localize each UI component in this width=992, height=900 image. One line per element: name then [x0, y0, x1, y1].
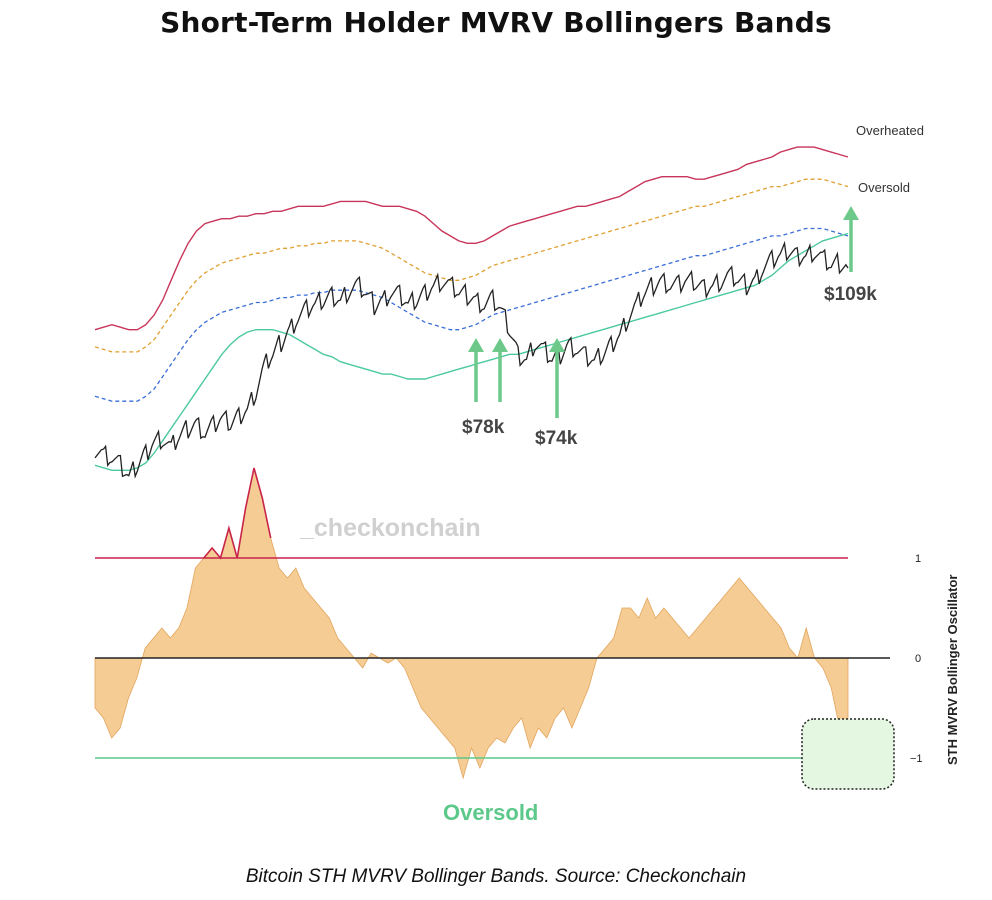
- figure-caption: Bitcoin STH MVRV Bollinger Bands. Source…: [245, 866, 747, 887]
- chart-title: Short-Term Holder MVRV Bollingers Bands: [160, 6, 832, 39]
- arrow-up-icon: [843, 206, 859, 272]
- oscillator-panel: 1 0 −1 STH MVRV Bollinger Oscillator Ove…: [94, 467, 960, 825]
- y-axis-label: STH MVRV Bollinger Oscillator: [945, 575, 960, 765]
- mid-band-line-orange: [94, 178, 849, 353]
- arrow-up-icon: [492, 338, 508, 402]
- overheated-band-line: [94, 146, 849, 331]
- oversold-band-label: Oversold: [858, 180, 910, 195]
- oversold-callout: Oversold: [443, 800, 538, 825]
- current-oversold-highlight-box: [801, 718, 895, 790]
- y-tick-label: −1: [910, 753, 923, 765]
- mid-band-line-blue: [94, 227, 849, 402]
- y-tick-label: 0: [915, 653, 921, 665]
- y-tick-label: 1: [915, 553, 921, 565]
- price-series-line: [94, 240, 849, 479]
- price-panel: Overheated Oversold $78k $74k $109k: [94, 123, 924, 479]
- annotation-109k: $109k: [824, 284, 877, 305]
- watermark: _checkonchain: [299, 514, 481, 542]
- oversold-band-line: [94, 232, 849, 471]
- annotation-74k: $74k: [535, 428, 578, 449]
- arrow-up-icon: [549, 338, 565, 418]
- arrow-up-icon: [468, 338, 484, 402]
- annotation-78k: $78k: [462, 417, 505, 438]
- annotation-arrows: [468, 206, 859, 418]
- overheated-band-label: Overheated: [856, 123, 924, 138]
